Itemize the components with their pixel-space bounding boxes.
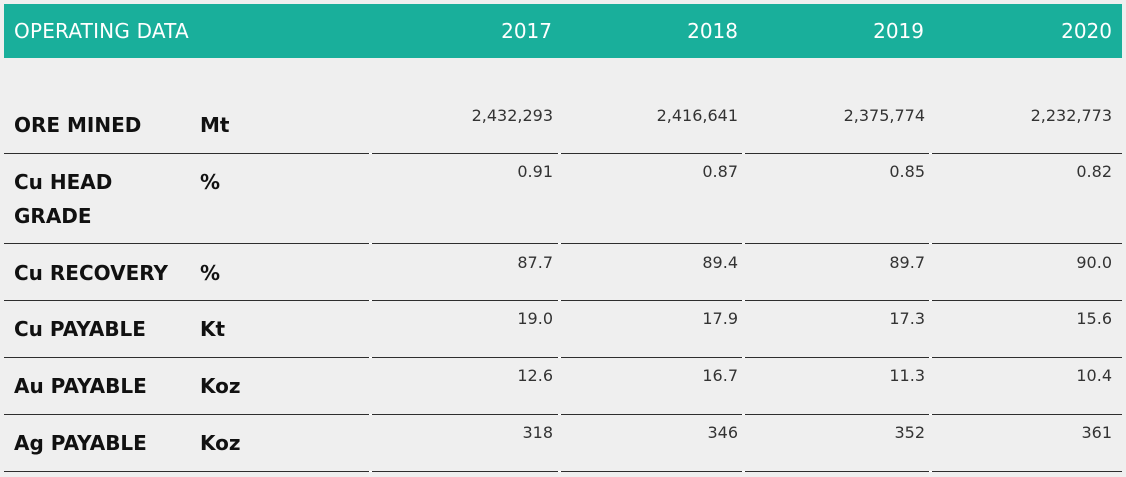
column-header-2019: 2019 (873, 19, 924, 43)
cell-2020: 90.0 (1076, 253, 1112, 272)
row-label: Ag PAYABLE (14, 431, 147, 455)
row-divider (4, 414, 1122, 415)
row-label: Cu HEAD GRADE (14, 170, 113, 228)
cell-2019: 11.3 (889, 366, 925, 385)
cell-2020: 2,232,773 (1030, 106, 1112, 125)
cell-2017: 12.6 (517, 366, 553, 385)
cell-2020: 15.6 (1076, 309, 1112, 328)
column-header-2017: 2017 (501, 19, 552, 43)
cell-2018: 17.9 (702, 309, 738, 328)
cell-2019: 352 (894, 423, 925, 442)
row-divider (4, 243, 1122, 244)
cell-2020: 0.82 (1076, 162, 1112, 181)
cell-2019: 0.85 (889, 162, 925, 181)
row-label: ORE MINED (14, 113, 142, 137)
row-unit: Koz (200, 431, 241, 455)
table-header: OPERATING DATA 2017 2018 2019 2020 (4, 4, 1122, 58)
row-unit: Koz (200, 374, 241, 398)
cell-2017: 318 (522, 423, 553, 442)
column-header-2020: 2020 (1061, 19, 1112, 43)
cell-2017: 19.0 (517, 309, 553, 328)
cell-2018: 0.87 (702, 162, 738, 181)
cell-2018: 16.7 (702, 366, 738, 385)
row-unit: Mt (200, 113, 230, 137)
cell-2020: 10.4 (1076, 366, 1112, 385)
row-divider (4, 357, 1122, 358)
row-label: Cu PAYABLE (14, 317, 146, 341)
row-divider (4, 471, 1122, 472)
cell-2017: 87.7 (517, 253, 553, 272)
cell-2017: 0.91 (517, 162, 553, 181)
cell-2018: 89.4 (702, 253, 738, 272)
column-header-2018: 2018 (687, 19, 738, 43)
cell-2020: 361 (1081, 423, 1112, 442)
cell-2019: 17.3 (889, 309, 925, 328)
row-unit: % (200, 261, 221, 285)
cell-2019: 2,375,774 (843, 106, 925, 125)
row-unit: % (200, 170, 221, 194)
row-label: Cu RECOVERY (14, 261, 169, 285)
cell-2017: 2,432,293 (471, 106, 553, 125)
row-label: Au PAYABLE (14, 374, 147, 398)
table-title: OPERATING DATA (14, 19, 189, 43)
cell-2018: 346 (707, 423, 738, 442)
row-divider (4, 153, 1122, 154)
row-unit: Kt (200, 317, 226, 341)
row-divider (4, 300, 1122, 301)
cell-2019: 89.7 (889, 253, 925, 272)
cell-2018: 2,416,641 (656, 106, 738, 125)
